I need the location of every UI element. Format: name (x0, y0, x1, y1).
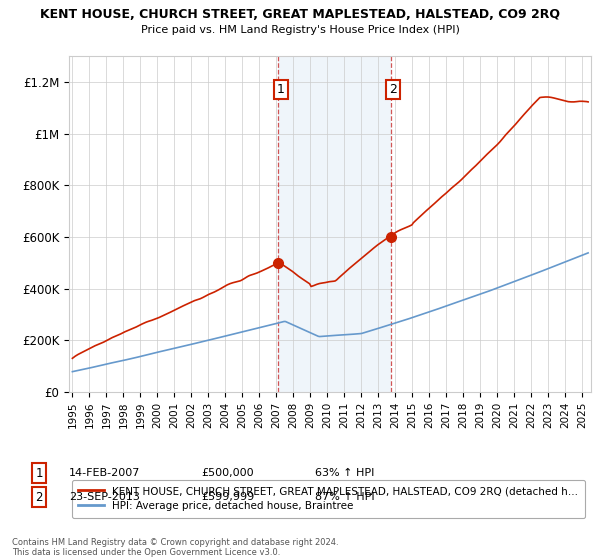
Legend: KENT HOUSE, CHURCH STREET, GREAT MAPLESTEAD, HALSTEAD, CO9 2RQ (detached h…, HPI: KENT HOUSE, CHURCH STREET, GREAT MAPLEST… (71, 479, 584, 517)
Text: 87% ↑ HPI: 87% ↑ HPI (315, 492, 374, 502)
Text: 14-FEB-2007: 14-FEB-2007 (69, 468, 140, 478)
Text: Contains HM Land Registry data © Crown copyright and database right 2024.
This d: Contains HM Land Registry data © Crown c… (12, 538, 338, 557)
Text: 2: 2 (35, 491, 43, 504)
Text: KENT HOUSE, CHURCH STREET, GREAT MAPLESTEAD, HALSTEAD, CO9 2RQ: KENT HOUSE, CHURCH STREET, GREAT MAPLEST… (40, 8, 560, 21)
Text: 23-SEP-2013: 23-SEP-2013 (69, 492, 140, 502)
Text: 1: 1 (277, 83, 285, 96)
Text: 1: 1 (35, 466, 43, 480)
Text: £599,999: £599,999 (201, 492, 254, 502)
Text: 2: 2 (389, 83, 397, 96)
Text: 63% ↑ HPI: 63% ↑ HPI (315, 468, 374, 478)
Text: £500,000: £500,000 (201, 468, 254, 478)
Bar (278, 56, 391, 392)
Text: Price paid vs. HM Land Registry's House Price Index (HPI): Price paid vs. HM Land Registry's House … (140, 25, 460, 35)
